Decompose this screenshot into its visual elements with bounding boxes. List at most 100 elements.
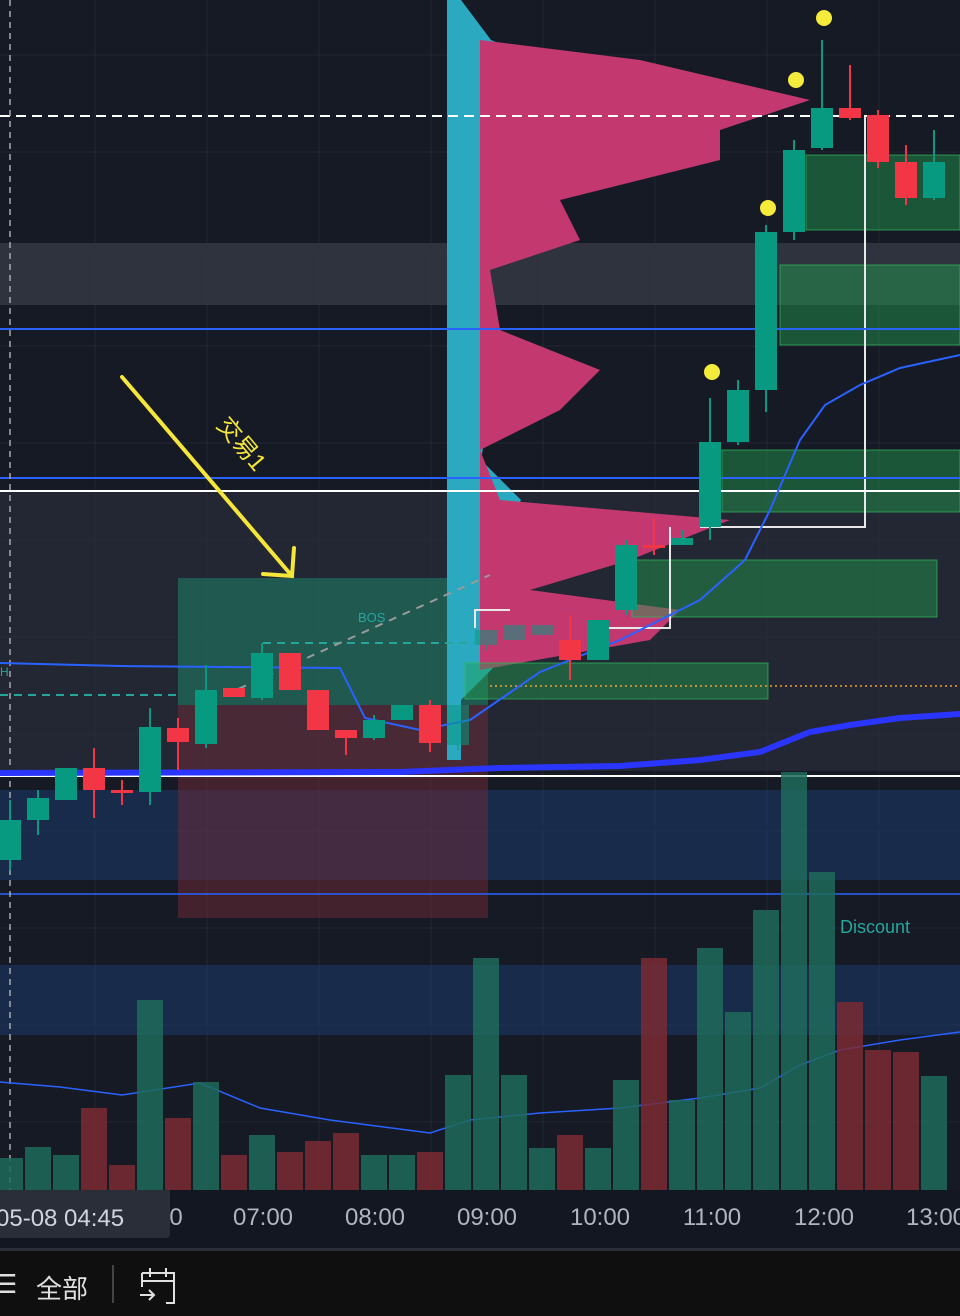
volume-bar: [137, 1000, 163, 1190]
candle: [195, 665, 217, 748]
candle-body: [839, 108, 861, 118]
candles: [0, 40, 945, 870]
volume-bar: [753, 910, 779, 1190]
volume-bar: [809, 872, 835, 1190]
volume-bar: [529, 1148, 555, 1190]
candle-body: [27, 798, 49, 820]
candle: [587, 620, 609, 660]
bos-label: BOS: [358, 610, 386, 625]
volume-bar: [669, 1100, 695, 1190]
candle: [923, 130, 945, 200]
candle: [699, 398, 721, 540]
volume-bar: [417, 1152, 443, 1190]
candle-body: [447, 705, 469, 745]
volume-bar: [25, 1147, 51, 1190]
volume-bar: [697, 948, 723, 1190]
volume-bar: [781, 772, 807, 1190]
calendar-goto-icon[interactable]: [138, 1265, 178, 1305]
crosshair-time-label: 05-08 04:45: [0, 1190, 170, 1238]
candle: [503, 625, 525, 640]
candle: [83, 748, 105, 818]
volume-bar: [613, 1080, 639, 1190]
left-edge-label: H: [0, 665, 9, 679]
volume-bar: [921, 1076, 947, 1190]
candle: [419, 700, 441, 752]
volume-bar: [305, 1141, 331, 1190]
volume-bar: [221, 1155, 247, 1190]
time-tick: 08:00: [344, 1204, 406, 1231]
discount-label: Discount: [840, 917, 910, 937]
candle-body: [615, 545, 637, 610]
volume-bar: [445, 1075, 471, 1190]
candle-body: [811, 108, 833, 148]
volume-bar: [865, 1050, 891, 1190]
candle: [251, 643, 273, 700]
time-axis[interactable]: 0 07:00 08:00 09:00 10:00 11:00 12:00 13:00 05-…: [0, 1190, 960, 1251]
volume-bar: [53, 1155, 79, 1190]
volume-bar: [0, 1158, 23, 1190]
candle: [0, 800, 21, 870]
candle: [307, 690, 329, 730]
volume-bar: [165, 1118, 191, 1190]
volume-bar: [585, 1148, 611, 1190]
candle: [55, 768, 77, 800]
toolbar-divider: [112, 1265, 114, 1303]
time-tick: 0: [169, 1204, 183, 1231]
candle-body: [139, 727, 161, 792]
candle-body: [727, 390, 749, 442]
candle: [615, 540, 637, 615]
candle: [27, 790, 49, 835]
candle-body: [0, 820, 21, 860]
candle: [475, 630, 497, 650]
candle-body: [475, 630, 497, 645]
candle-body: [111, 790, 133, 793]
time-tick: 09:00: [456, 1204, 518, 1231]
candle-body: [699, 442, 721, 527]
volume-bar: [361, 1155, 387, 1190]
all-button[interactable]: 全部: [36, 1274, 89, 1304]
candle-body: [587, 620, 609, 660]
arrow-annotation: [120, 375, 296, 579]
volume-bar: [501, 1075, 527, 1190]
candle: [531, 625, 553, 635]
signal-dot: [816, 10, 832, 26]
candle-body: [895, 162, 917, 198]
candle: [643, 518, 665, 555]
ema-line: [0, 354, 960, 732]
candle: [783, 140, 805, 240]
volume-bar: [333, 1133, 359, 1190]
list-icon[interactable]: ☰: [0, 1269, 18, 1299]
time-tick: 10:00: [569, 1204, 631, 1231]
candle: [839, 65, 861, 120]
volume-bar: [893, 1052, 919, 1190]
candle-body: [363, 720, 385, 738]
volume-bar: [473, 958, 499, 1190]
volume-bar: [277, 1152, 303, 1190]
candle: [139, 708, 161, 805]
candle: [391, 705, 413, 720]
candle-body: [783, 150, 805, 232]
candle: [811, 40, 833, 150]
profile-volume-b: [480, 40, 810, 670]
candle-body: [83, 768, 105, 790]
stop-box: [178, 705, 488, 918]
candle: [867, 110, 889, 168]
candle-body: [391, 705, 413, 720]
bottom-toolbar: ☰ 全部: [0, 1251, 960, 1316]
volume-profile: [447, 0, 810, 760]
candle-body: [503, 625, 525, 640]
candle-body: [195, 690, 217, 744]
candle: [279, 653, 301, 690]
volume-bar: [81, 1108, 107, 1190]
time-tick: 13:00: [905, 1204, 960, 1231]
candle-body: [559, 640, 581, 660]
candle: [671, 530, 693, 545]
price-chart[interactable]: 交易1 BOS Discount H: [0, 0, 960, 1190]
range-boxes: [474, 117, 866, 629]
candle-body: [167, 728, 189, 742]
candle-body: [419, 705, 441, 743]
candle-body: [867, 115, 889, 162]
candle-body: [335, 730, 357, 738]
volume-bar: [193, 1082, 219, 1190]
volume-bar: [109, 1165, 135, 1190]
